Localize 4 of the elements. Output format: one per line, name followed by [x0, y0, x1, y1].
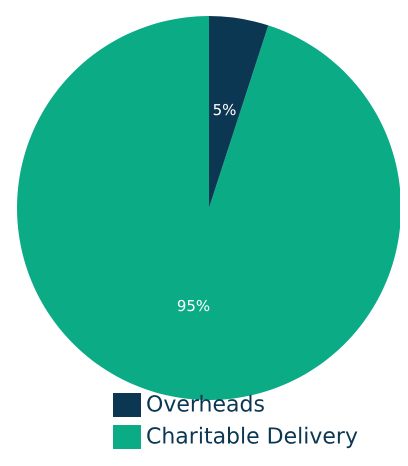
- legend-label: Charitable Delivery: [146, 424, 358, 450]
- legend-label: Overheads: [146, 392, 265, 418]
- data-label: 5%: [212, 101, 236, 120]
- data-label: 95%: [176, 296, 210, 315]
